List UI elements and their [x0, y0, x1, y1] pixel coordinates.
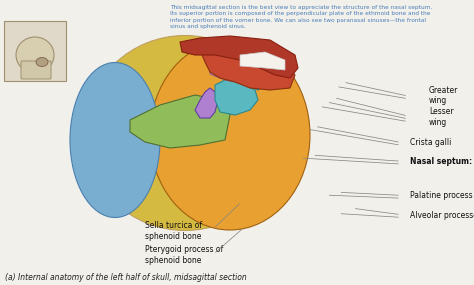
Text: Greater
wing: Greater wing — [429, 86, 458, 105]
Text: Alveolar processes: Alveolar processes — [410, 211, 474, 220]
Polygon shape — [210, 62, 252, 84]
Ellipse shape — [16, 37, 54, 73]
Polygon shape — [180, 36, 298, 78]
Polygon shape — [200, 48, 295, 90]
FancyBboxPatch shape — [4, 21, 66, 81]
Ellipse shape — [85, 36, 285, 231]
Ellipse shape — [70, 62, 160, 217]
FancyBboxPatch shape — [21, 61, 51, 79]
Text: Nasal septum:: Nasal septum: — [410, 156, 472, 166]
Text: Sella turcica of
sphenoid bone: Sella turcica of sphenoid bone — [145, 221, 202, 241]
Text: Palatine process of maxilla: Palatine process of maxilla — [410, 191, 474, 200]
Text: (a) Internal anatomy of the left half of skull, midsagittal section: (a) Internal anatomy of the left half of… — [5, 273, 247, 282]
Text: Crista galli: Crista galli — [410, 138, 451, 147]
Ellipse shape — [36, 58, 48, 66]
Ellipse shape — [150, 40, 310, 230]
Polygon shape — [195, 88, 218, 118]
Polygon shape — [215, 80, 258, 115]
Polygon shape — [130, 95, 230, 148]
Text: Pterygoid process of
sphenoid bone: Pterygoid process of sphenoid bone — [145, 245, 223, 265]
Polygon shape — [240, 52, 285, 70]
Polygon shape — [235, 62, 272, 90]
Text: This midsagittal section is the best view to appreciate the structure of the nas: This midsagittal section is the best vie… — [170, 5, 432, 29]
Text: Lesser
wing: Lesser wing — [429, 107, 454, 127]
